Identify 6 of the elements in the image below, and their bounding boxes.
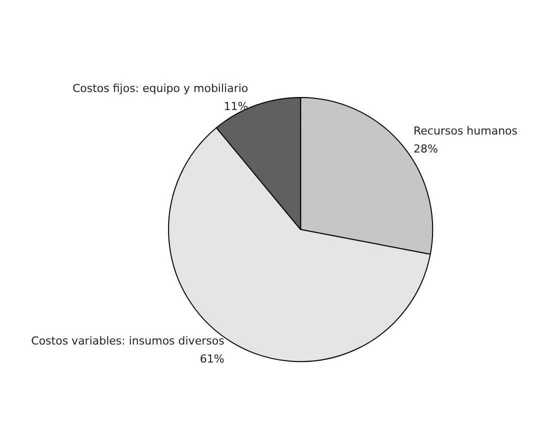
data-label: 61% (200, 352, 224, 366)
data-label: 28% (414, 142, 438, 156)
slice-label: Costos fijos: equipo y mobiliario (72, 82, 248, 96)
slice-label: Recursos humanos (414, 124, 518, 138)
data-label: 11% (224, 100, 248, 114)
slice-label: Costos variables: insumos diversos (31, 334, 225, 348)
